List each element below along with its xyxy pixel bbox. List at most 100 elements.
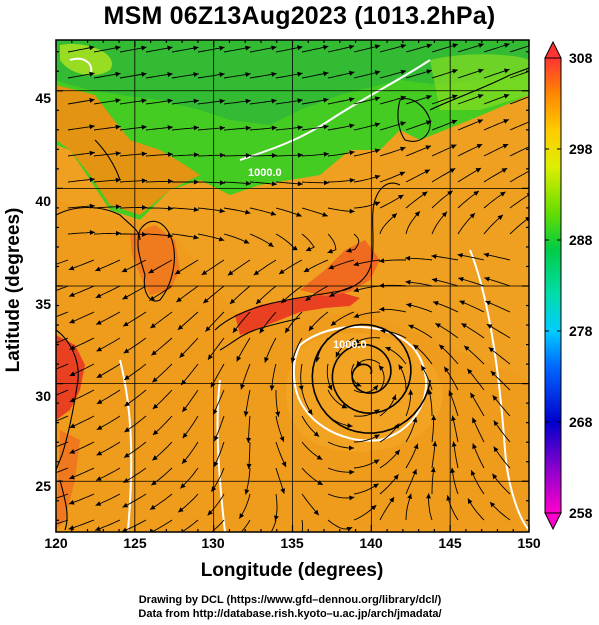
arrowhead (470, 392, 476, 399)
arrowhead (432, 441, 438, 447)
arrowhead (431, 415, 437, 421)
arrowhead (426, 69, 432, 75)
arrowhead (349, 469, 355, 475)
arrowhead (305, 246, 312, 252)
contour-label: 1000.0 (248, 167, 282, 179)
arrowhead (279, 436, 285, 442)
arrowhead (467, 498, 473, 504)
arrowhead (274, 515, 279, 521)
arrowhead (205, 326, 211, 332)
arrowhead (424, 169, 430, 175)
arrowhead (245, 45, 251, 51)
arrowhead (213, 461, 219, 467)
arrowhead (152, 403, 159, 409)
y-tick-label: 45 (35, 90, 51, 106)
chart-title: MSM 06Z13Aug2023 (1013.2hPa) (103, 2, 496, 30)
arrowhead (492, 473, 498, 480)
arrowhead (349, 150, 355, 156)
x-tick-label: 140 (359, 535, 383, 551)
arrowhead (467, 368, 473, 375)
arrowhead (459, 300, 465, 306)
arrowhead (96, 399, 103, 404)
arrowhead (89, 71, 95, 77)
colorbar-tick-label: 278 (569, 323, 593, 339)
arrowhead (472, 443, 477, 449)
arrowhead (115, 177, 121, 183)
arrowhead (193, 98, 199, 104)
arrowhead (141, 151, 147, 157)
arrowhead (307, 409, 313, 415)
arrowhead (245, 153, 251, 158)
arrowhead (89, 177, 95, 183)
arrowhead (43, 422, 49, 427)
streamline (509, 121, 529, 131)
arrowhead (430, 467, 436, 473)
colorbar-tick-label: 308 (569, 50, 593, 66)
streamline (270, 519, 277, 532)
arrowhead (149, 295, 155, 301)
arrowhead (378, 365, 384, 371)
arrowhead (69, 423, 76, 428)
arrowhead (203, 298, 209, 304)
arrowhead (478, 68, 484, 74)
arrowhead (469, 213, 475, 219)
contour-label: 1000.0 (333, 339, 367, 351)
arrowhead (245, 72, 251, 77)
arrowhead (177, 324, 184, 330)
arrowhead (151, 480, 157, 486)
arrowhead (297, 71, 303, 77)
arrowhead (452, 94, 458, 100)
arrowhead (219, 208, 225, 214)
arrowhead (407, 493, 412, 500)
x-axis-label: Longitude (degrees) (200, 560, 384, 581)
arrowhead (478, 43, 484, 48)
arrowhead (89, 124, 95, 130)
arrowhead (356, 360, 362, 367)
arrowhead (393, 474, 399, 480)
arrowhead (142, 205, 147, 210)
arrowhead (42, 524, 48, 529)
arrowhead (488, 347, 495, 353)
streamline (509, 170, 529, 183)
arrowhead (148, 268, 154, 274)
arrowhead (152, 455, 158, 461)
arrowhead (426, 43, 432, 49)
arrowhead (297, 181, 303, 187)
arrowhead (182, 458, 188, 464)
arrowhead (150, 504, 156, 510)
arrowhead (313, 509, 319, 516)
arrowhead (374, 174, 381, 180)
arrowhead (477, 94, 484, 99)
colorbar-min-arrow (544, 512, 562, 531)
y-tick-label: 25 (35, 478, 51, 494)
arrowhead (374, 96, 381, 102)
arrowhead (168, 178, 173, 184)
arrowhead (297, 45, 303, 51)
arrowhead (441, 211, 447, 218)
arrowhead (279, 269, 285, 275)
arrowhead (290, 357, 296, 363)
arrowhead (385, 346, 391, 352)
arrowhead (322, 212, 328, 217)
streamline (509, 146, 529, 157)
arrowhead (297, 152, 303, 158)
arrowhead (122, 294, 128, 300)
arrowhead (353, 313, 360, 318)
colorbar-max-arrow (544, 40, 562, 59)
arrowhead (151, 350, 157, 356)
arrowhead (461, 323, 467, 329)
arrowhead (327, 384, 332, 391)
arrowhead (246, 463, 252, 469)
arrowhead (219, 45, 225, 51)
arrowhead (68, 499, 75, 505)
arrowhead (179, 352, 185, 358)
y-tick-label: 35 (35, 296, 51, 312)
arrowhead (451, 119, 458, 125)
arrowhead (349, 178, 355, 183)
arrowhead (408, 389, 414, 395)
arrowhead (394, 449, 400, 456)
arrowhead (219, 72, 225, 78)
plot-area: 1000.0 1000.0 (42, 40, 529, 532)
y-tick-label: 30 (35, 388, 51, 404)
arrowhead (297, 125, 303, 131)
